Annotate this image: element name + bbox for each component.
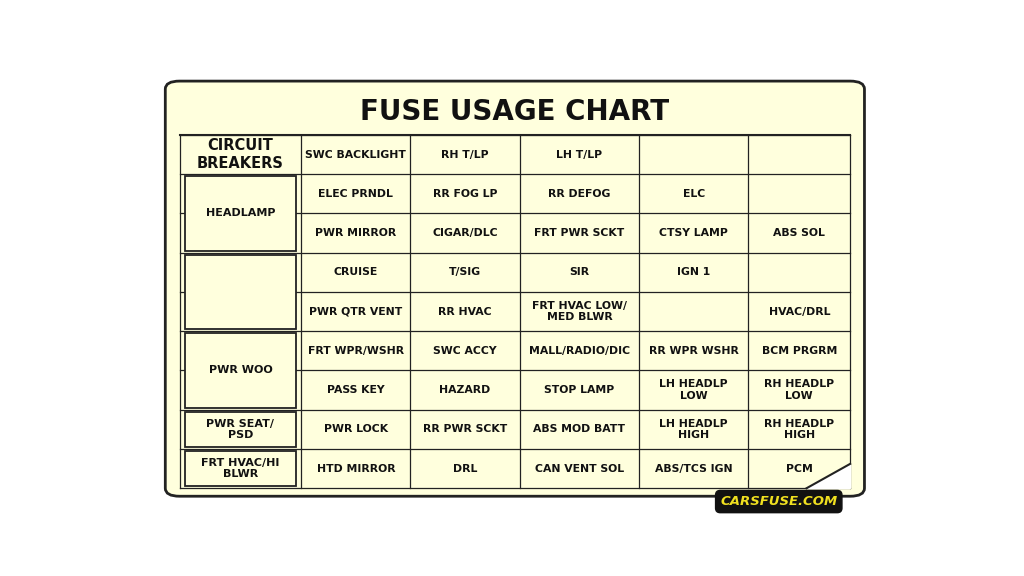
- Text: ELEC PRNDL: ELEC PRNDL: [318, 189, 393, 199]
- Text: ABS/TCS IGN: ABS/TCS IGN: [655, 464, 732, 473]
- Text: BCM PRGRM: BCM PRGRM: [762, 346, 837, 356]
- Text: CTSY LAMP: CTSY LAMP: [659, 228, 728, 238]
- Text: MALL/RADIO/DIC: MALL/RADIO/DIC: [528, 346, 630, 356]
- Text: RR WPR WSHR: RR WPR WSHR: [649, 346, 738, 356]
- Text: PWR LOCK: PWR LOCK: [324, 425, 388, 434]
- Text: ABS SOL: ABS SOL: [773, 228, 825, 238]
- Polygon shape: [807, 464, 850, 488]
- Text: CRUISE: CRUISE: [334, 267, 378, 278]
- Text: PWR MIRROR: PWR MIRROR: [315, 228, 396, 238]
- Text: PWR SEAT/
PSD: PWR SEAT/ PSD: [207, 419, 274, 440]
- Text: RH HEADLP
HIGH: RH HEADLP HIGH: [764, 419, 835, 440]
- Text: LH HEADLP
HIGH: LH HEADLP HIGH: [659, 419, 728, 440]
- Bar: [185, 255, 296, 329]
- Text: PWR WOO: PWR WOO: [209, 366, 272, 376]
- Text: SIR: SIR: [569, 267, 590, 278]
- Text: SWC BACKLIGHT: SWC BACKLIGHT: [305, 150, 407, 160]
- Text: RH HEADLP
LOW: RH HEADLP LOW: [764, 380, 835, 401]
- Text: RR FOG LP: RR FOG LP: [433, 189, 498, 199]
- Text: LH T/LP: LH T/LP: [556, 150, 602, 160]
- Bar: [185, 411, 296, 447]
- Text: T/SIG: T/SIG: [449, 267, 481, 278]
- Text: RR PWR SCKT: RR PWR SCKT: [423, 425, 507, 434]
- Text: FRT PWR SCKT: FRT PWR SCKT: [535, 228, 625, 238]
- Text: STOP LAMP: STOP LAMP: [545, 385, 614, 395]
- Text: CAN VENT SOL: CAN VENT SOL: [535, 464, 624, 473]
- Text: RH T/LP: RH T/LP: [441, 150, 488, 160]
- Text: FUSE USAGE CHART: FUSE USAGE CHART: [360, 98, 670, 126]
- Text: ABS MOD BATT: ABS MOD BATT: [534, 425, 626, 434]
- Text: IGN 1: IGN 1: [677, 267, 711, 278]
- Text: PWR QTR VENT: PWR QTR VENT: [309, 306, 402, 317]
- Text: FRT HVAC LOW/
MED BLWR: FRT HVAC LOW/ MED BLWR: [531, 301, 627, 323]
- Text: FRT WPR/WSHR: FRT WPR/WSHR: [308, 346, 403, 356]
- Text: PCM: PCM: [785, 464, 813, 473]
- Text: LH HEADLP
LOW: LH HEADLP LOW: [659, 380, 728, 401]
- Text: CIRCUIT
BREAKERS: CIRCUIT BREAKERS: [197, 138, 284, 171]
- Text: ELC: ELC: [683, 189, 705, 199]
- Bar: [185, 333, 296, 408]
- Text: CARSFUSE.COM: CARSFUSE.COM: [720, 495, 838, 508]
- Text: HEADLAMP: HEADLAMP: [206, 209, 275, 218]
- Text: CIGAR/DLC: CIGAR/DLC: [432, 228, 498, 238]
- Text: DRL: DRL: [453, 464, 477, 473]
- Bar: [185, 451, 296, 487]
- Text: HTD MIRROR: HTD MIRROR: [316, 464, 395, 473]
- Text: PASS KEY: PASS KEY: [327, 385, 385, 395]
- Text: RR HVAC: RR HVAC: [438, 306, 492, 317]
- Text: RR DEFOG: RR DEFOG: [548, 189, 610, 199]
- Text: HAZARD: HAZARD: [439, 385, 490, 395]
- Text: HVAC/DRL: HVAC/DRL: [769, 306, 830, 317]
- FancyBboxPatch shape: [165, 81, 864, 497]
- Text: FRT HVAC/HI
BLWR: FRT HVAC/HI BLWR: [202, 458, 280, 479]
- Text: SWC ACCY: SWC ACCY: [433, 346, 497, 356]
- Bar: [185, 176, 296, 251]
